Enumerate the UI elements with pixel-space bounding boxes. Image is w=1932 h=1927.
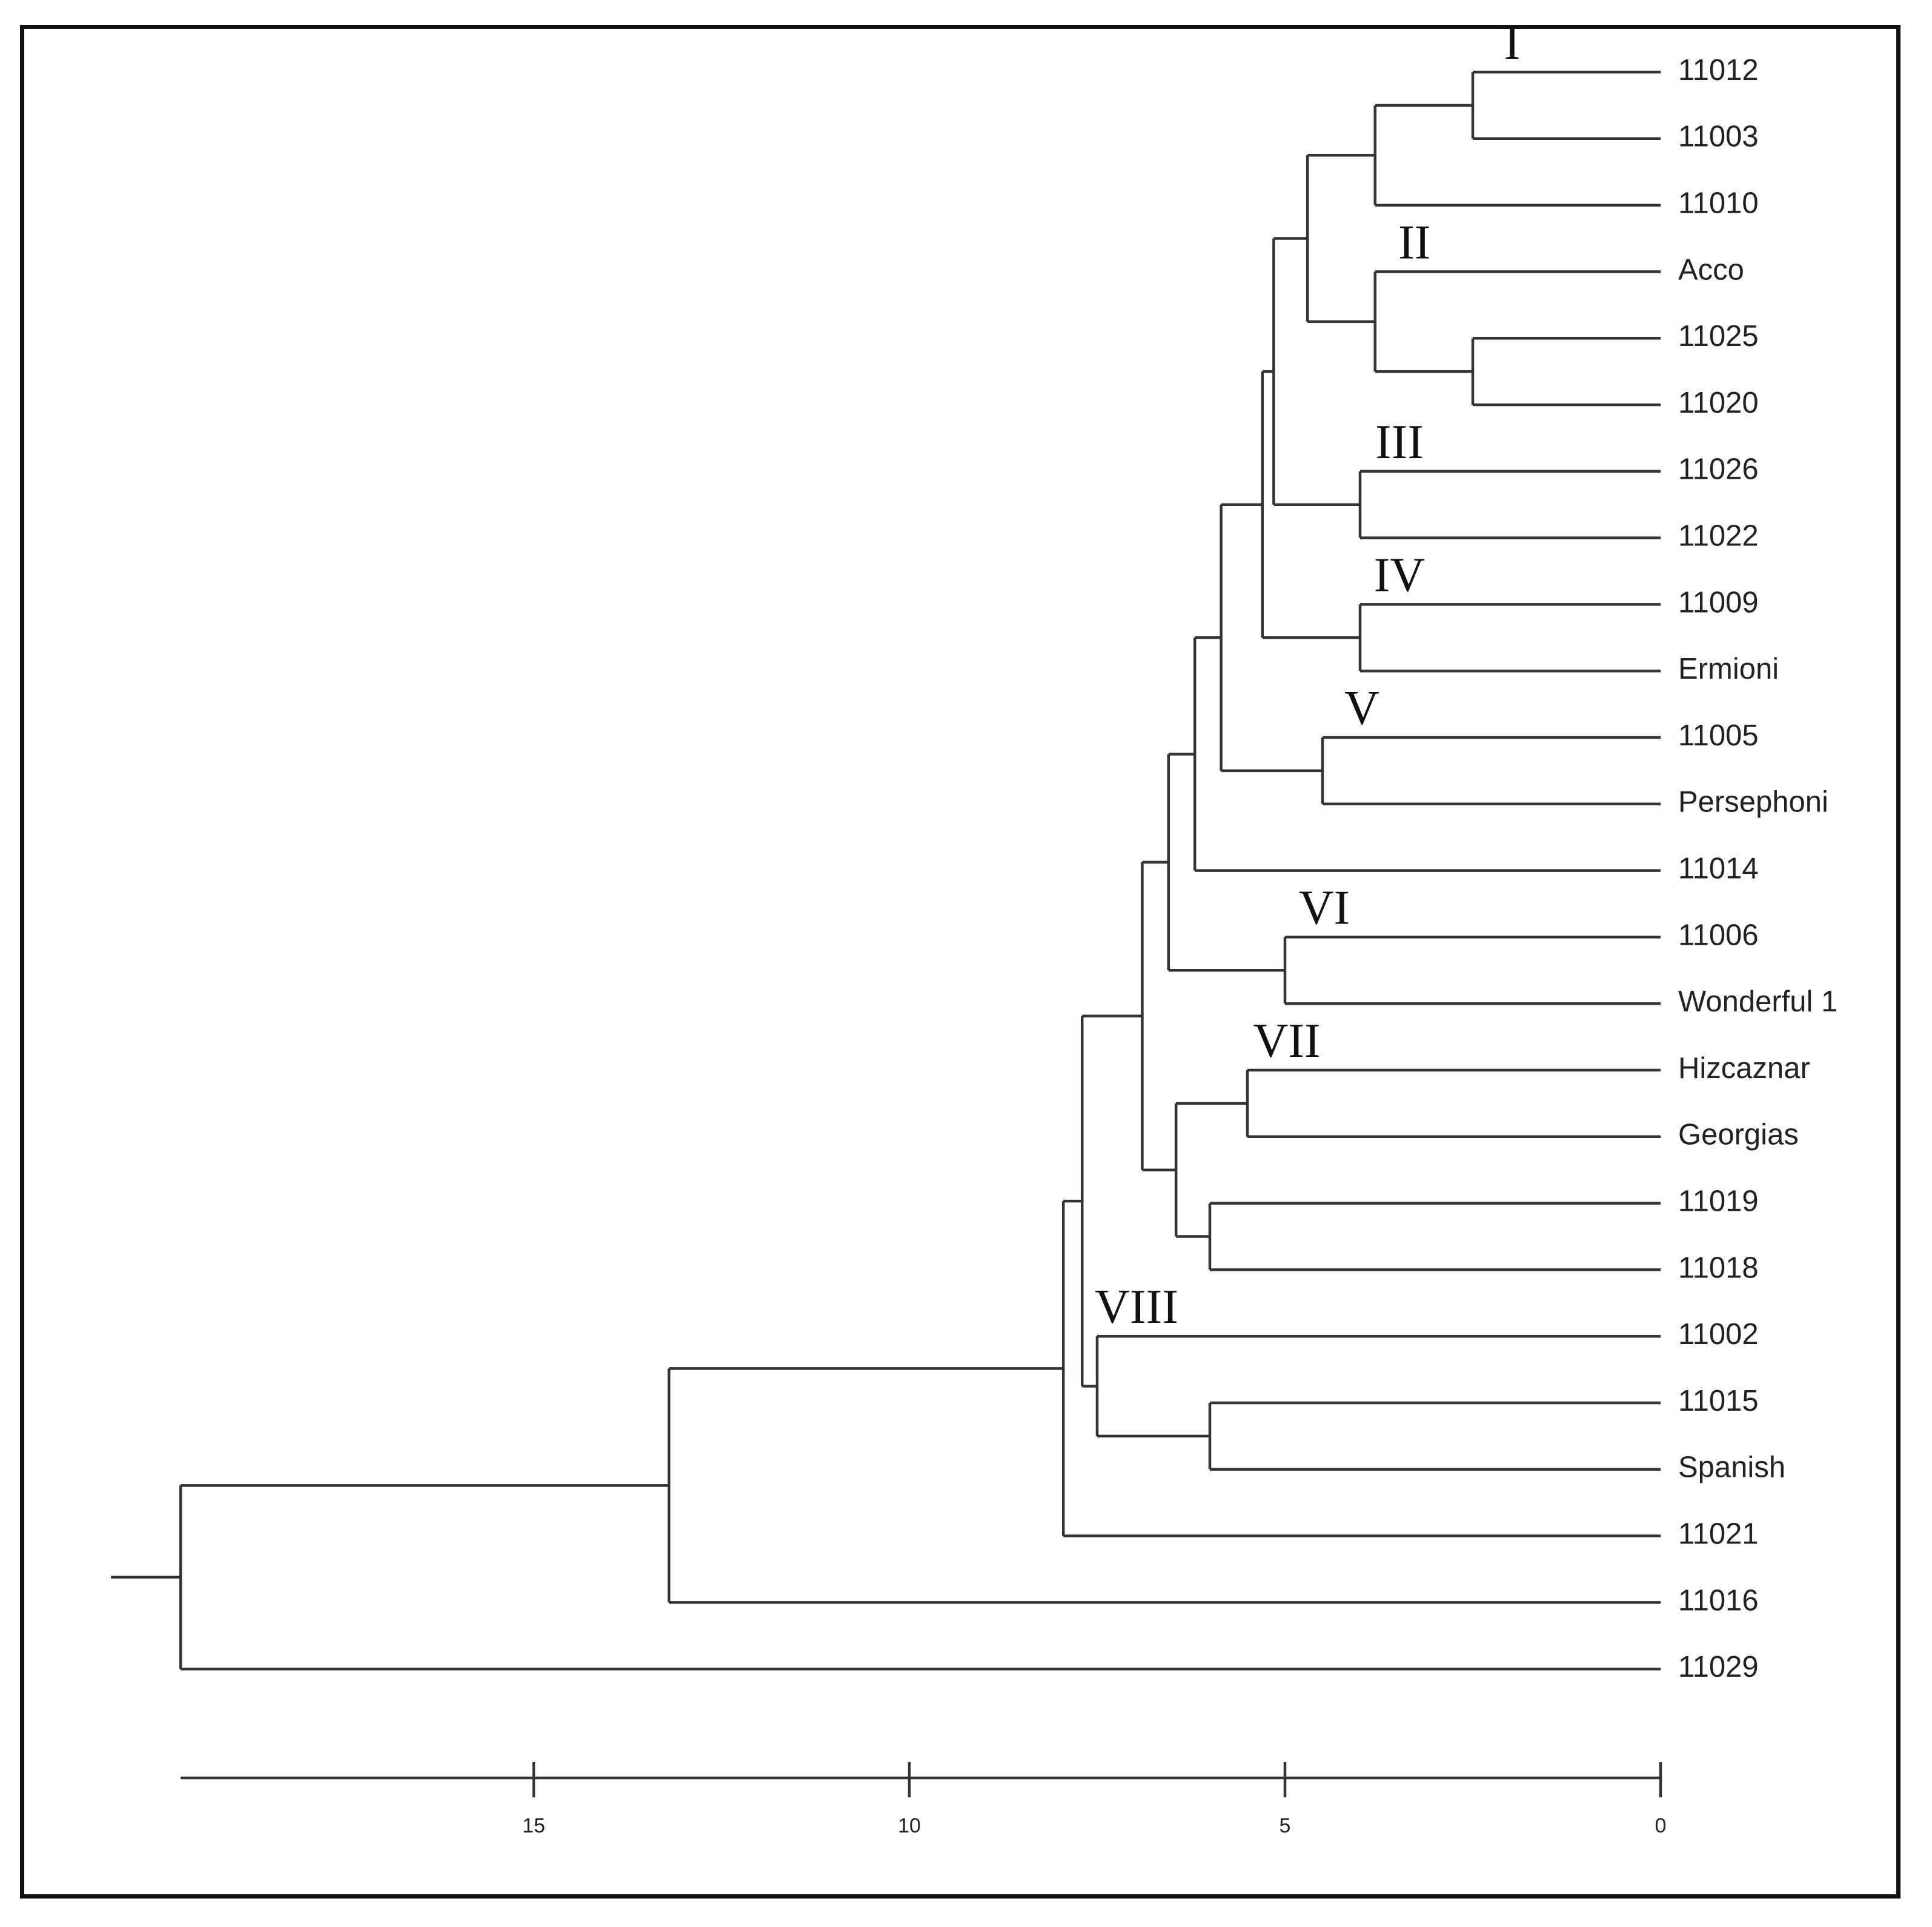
leaf-label: Georgias <box>1678 1119 1799 1151</box>
cluster-label: I <box>1504 16 1521 70</box>
x-axis-tick-label: 5 <box>1280 1814 1291 1837</box>
leaf-label: 11022 <box>1678 520 1759 553</box>
leaf-label: 11025 <box>1678 320 1759 353</box>
leaf-label: 11026 <box>1678 453 1759 486</box>
cluster-label: VIII <box>1095 1280 1178 1334</box>
cluster-label: VII <box>1253 1014 1320 1068</box>
leaf-label: 11010 <box>1678 187 1759 220</box>
leaf-label: Spanish <box>1678 1451 1785 1484</box>
leaf-label: 11016 <box>1678 1584 1759 1617</box>
leaf-label: 11005 <box>1678 719 1759 752</box>
leaf-label: 11021 <box>1678 1518 1759 1551</box>
leaf-label: 11020 <box>1678 387 1759 419</box>
x-axis-tick-label: 0 <box>1655 1814 1667 1837</box>
cluster-label: II <box>1398 216 1430 269</box>
leaf-label: Wonderful 1 <box>1678 985 1837 1018</box>
leaf-label: 11029 <box>1678 1651 1759 1683</box>
leaf-label: Hizcaznar <box>1678 1052 1810 1085</box>
leaf-label: 11009 <box>1678 586 1759 619</box>
leaf-label: 11012 <box>1678 54 1759 87</box>
leaf-label: 11003 <box>1678 121 1759 153</box>
cluster-label: V <box>1344 682 1379 735</box>
leaf-label: Ermioni <box>1678 653 1779 685</box>
leaf-label: 11006 <box>1678 919 1759 951</box>
x-axis-tick-label: 10 <box>898 1814 921 1837</box>
leaf-label: 11002 <box>1678 1318 1759 1351</box>
leaf-label: Acco <box>1678 253 1744 286</box>
leaf-label: Persephoni <box>1678 786 1828 819</box>
leaf-label: 11015 <box>1678 1385 1759 1417</box>
cluster-label: III <box>1375 416 1424 469</box>
cluster-label: VI <box>1299 881 1350 934</box>
leaf-label: 11014 <box>1678 853 1759 885</box>
leaf-label: 11019 <box>1678 1185 1759 1218</box>
leaf-label: 11018 <box>1678 1251 1759 1284</box>
x-axis-tick-label: 15 <box>522 1814 545 1837</box>
cluster-label: IV <box>1374 548 1425 602</box>
